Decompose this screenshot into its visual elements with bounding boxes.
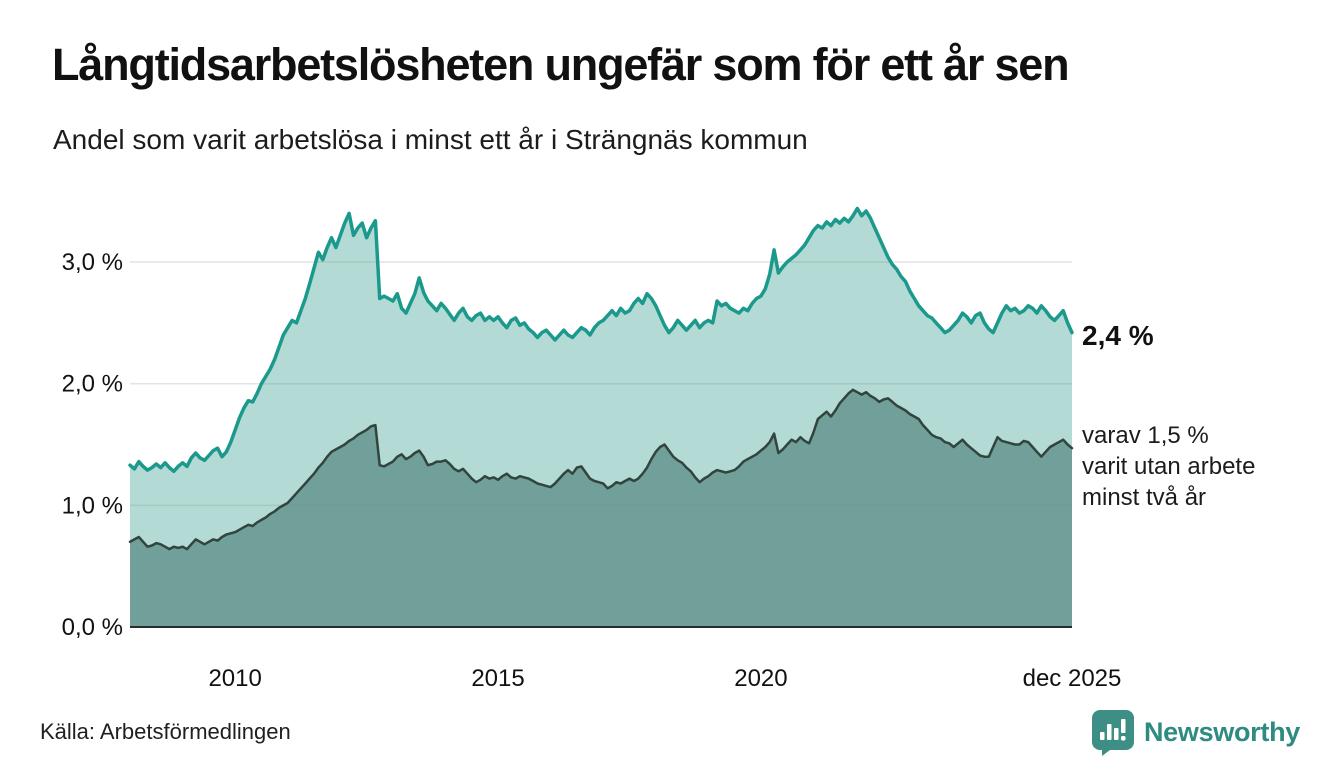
area-series-2 xyxy=(130,389,1072,627)
line-series-1 xyxy=(128,206,1074,474)
newsworthy-logo: Newsworthy xyxy=(1090,708,1300,756)
y-tick-label: 0,0 % xyxy=(62,614,123,641)
newsworthy-logo-icon xyxy=(1090,708,1134,756)
x-tick-label: 2015 xyxy=(471,665,524,692)
y-tick-label: 1,0 % xyxy=(62,492,123,519)
secondary-value-label: varav 1,5 % varit utan arbete minst två … xyxy=(1082,422,1256,511)
y-tick-label: 3,0 % xyxy=(62,249,123,276)
latest-value-label: 2,4 % xyxy=(1082,320,1154,351)
x-tick-label: 2020 xyxy=(734,665,787,692)
line-series-2 xyxy=(128,388,1074,551)
source-note: Källa: Arbetsförmedlingen xyxy=(40,719,291,744)
y-tick-label: 2,0 % xyxy=(62,371,123,398)
x-tick-label: dec 2025 xyxy=(1023,665,1122,692)
newsworthy-logo-text: Newsworthy xyxy=(1143,716,1300,747)
x-tick-label: 2010 xyxy=(208,665,261,692)
page-title: Långtidsarbetslösheten ungefär som för e… xyxy=(52,39,1070,90)
chart-subtitle: Andel som varit arbetslösa i minst ett å… xyxy=(53,124,808,155)
